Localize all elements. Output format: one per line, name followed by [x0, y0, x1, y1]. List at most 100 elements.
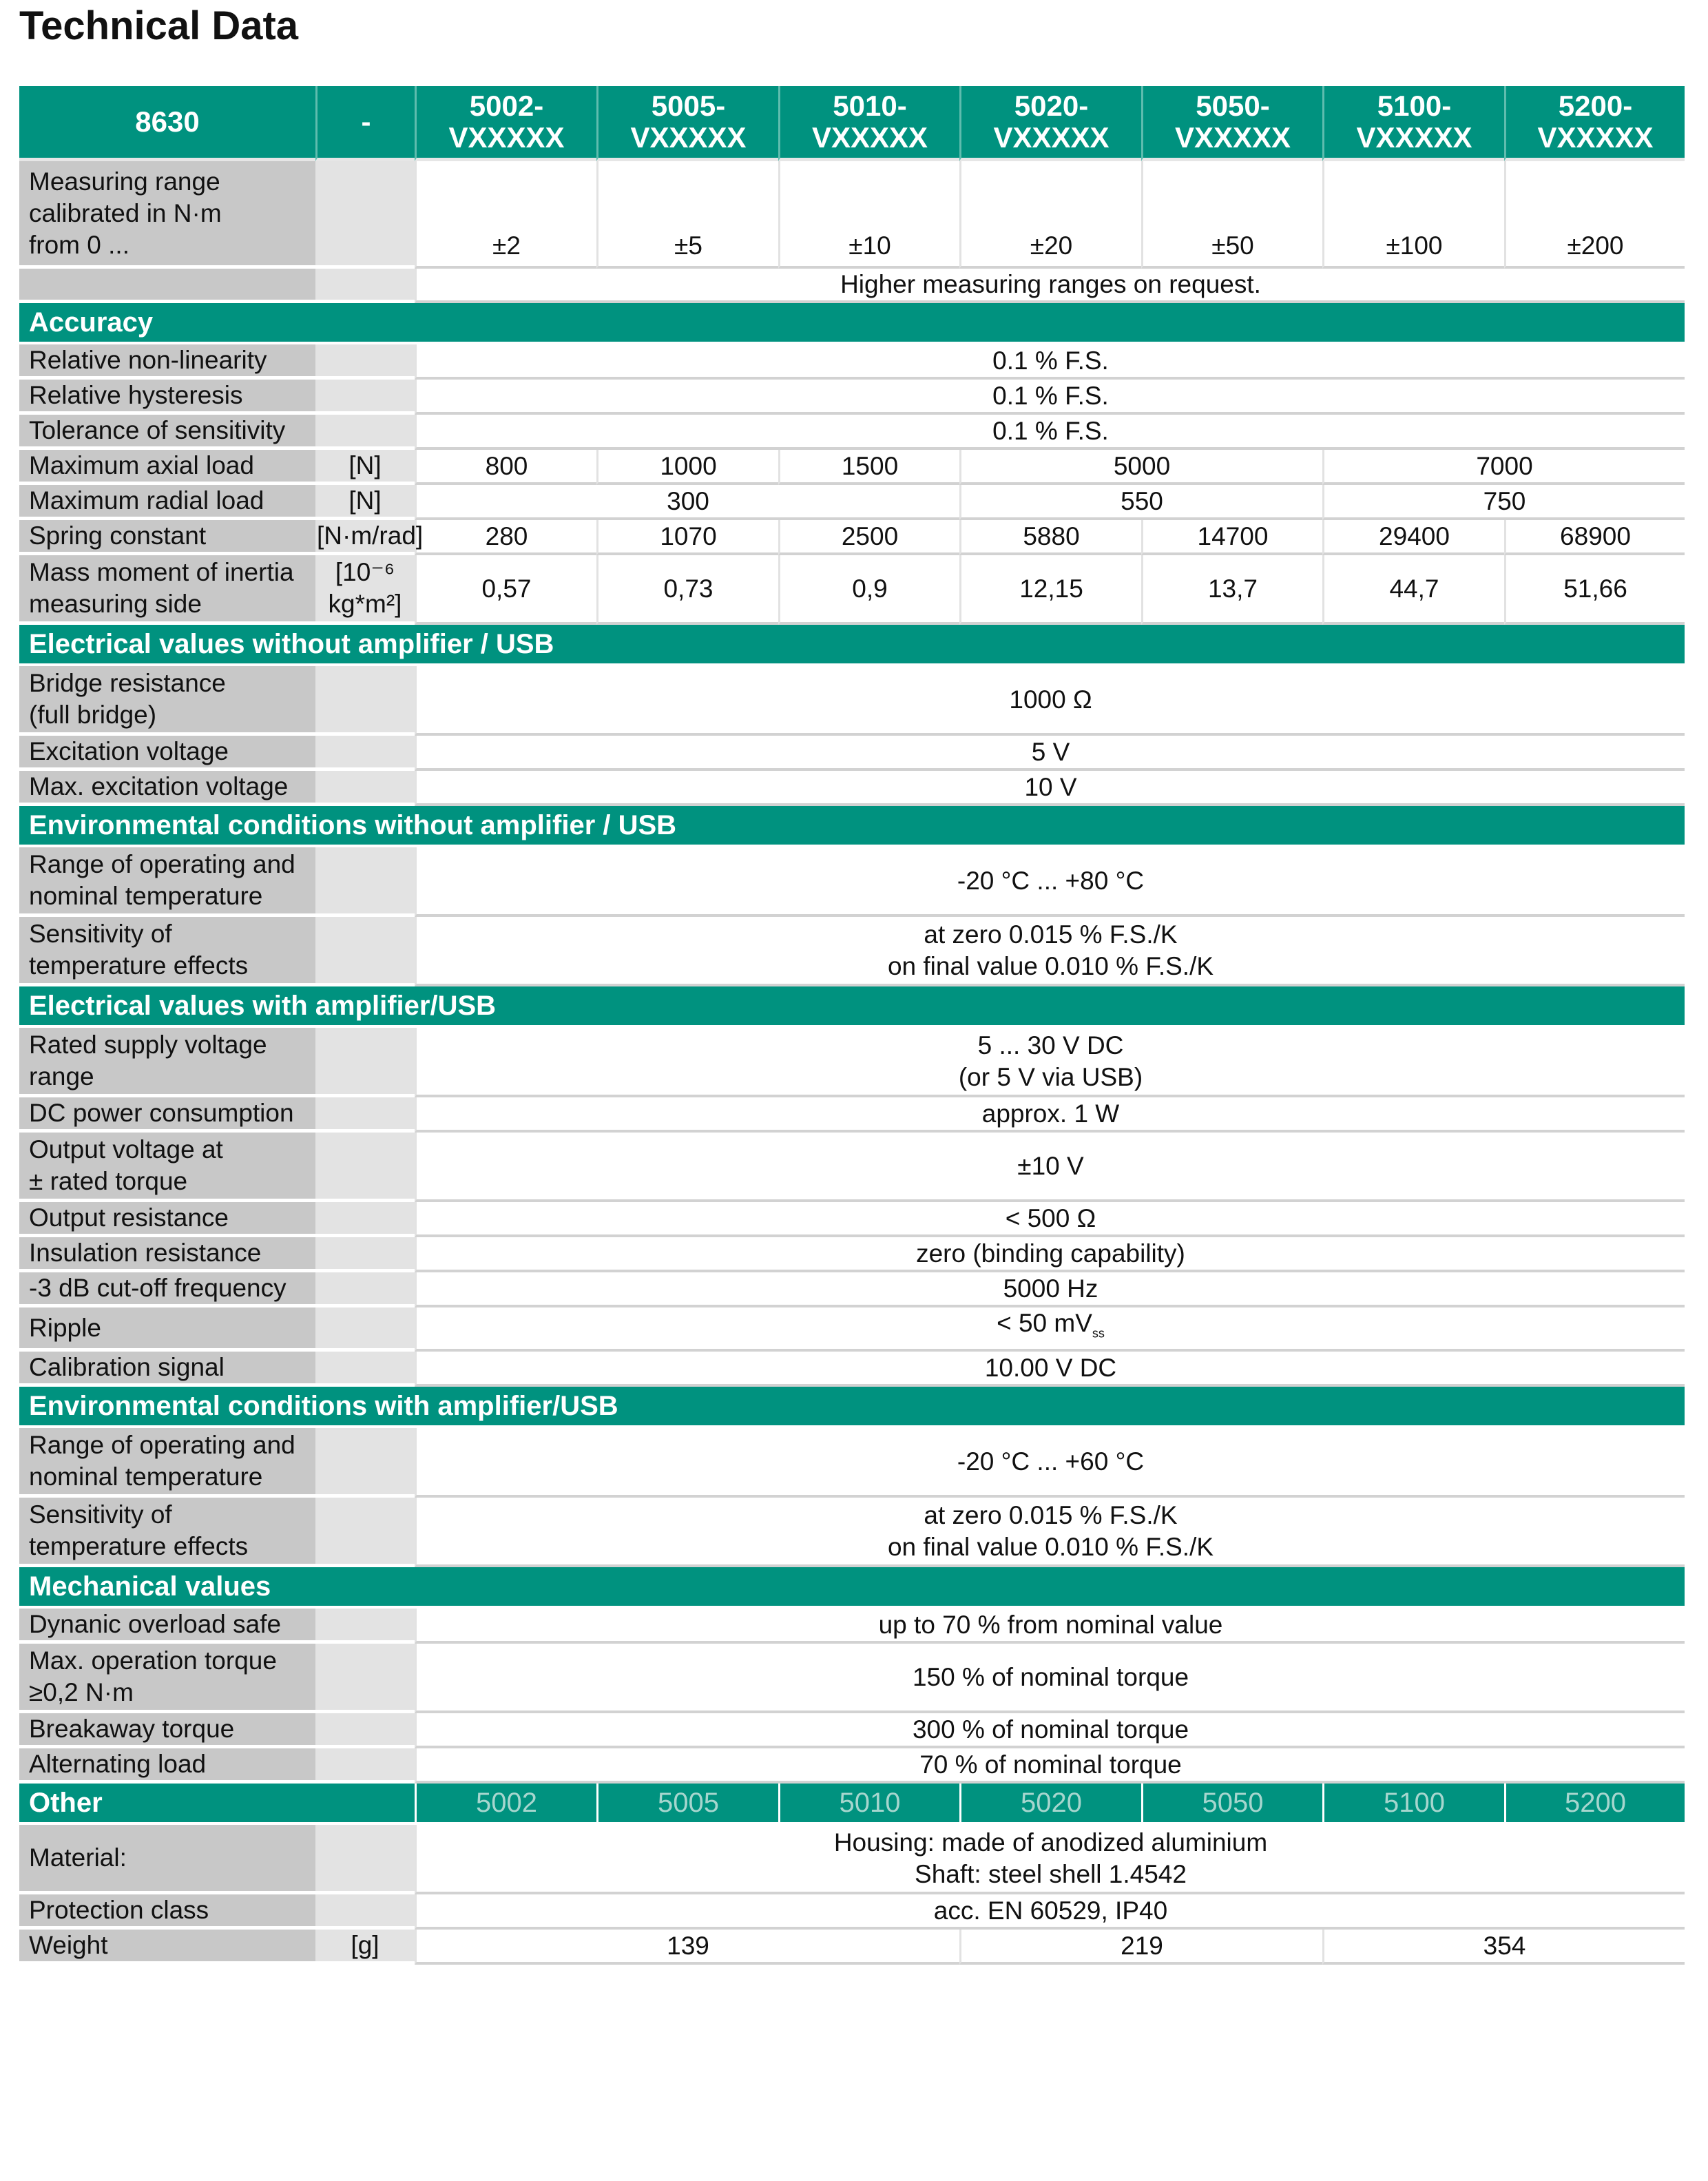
section-title: Environmental conditions with amplifier/… — [19, 1387, 1685, 1429]
row-label: Rated supply voltage range — [19, 1028, 315, 1097]
value-text: < 500 Ω — [1005, 1203, 1096, 1232]
value-cell: 5 ... 30 V DC (or 5 V via USB) — [415, 1028, 1685, 1097]
row-label: Output resistance — [19, 1202, 315, 1237]
row-unit — [315, 917, 415, 986]
value-cell: 5000 — [959, 450, 1322, 485]
value-cell: 5880 — [959, 520, 1141, 555]
value-text: 0.1 % F.S. — [992, 416, 1109, 445]
row-unit — [315, 1272, 415, 1307]
value-text: 800 — [485, 451, 528, 480]
value-cell: up to 70 % from nominal value — [415, 1609, 1685, 1644]
row-label: Alternating load — [19, 1748, 315, 1784]
section-title: Other — [19, 1784, 415, 1826]
row-unit — [315, 736, 415, 771]
table-row: Calibration signal 10.00 V DC — [19, 1352, 1685, 1387]
section-title: Electrical values without amplifier / US… — [19, 625, 1685, 666]
technical-data-table: 8630 - 5002- VXXXXX 5005- VXXXXX 5010- VXX… — [19, 86, 1685, 1965]
row-unit: [N] — [315, 485, 415, 520]
variant-header: 5200- VXXXXX — [1504, 86, 1685, 161]
table-row: Bridge resistance (full bridge) 1000 Ω — [19, 666, 1685, 736]
value-cell: 5000 Hz — [415, 1272, 1685, 1307]
row-label: Relative non-linearity — [19, 344, 315, 380]
value-cell: 10.00 V DC — [415, 1352, 1685, 1387]
section-header: Environmental conditions with amplifier/… — [19, 1387, 1685, 1429]
value-text: 5880 — [1023, 521, 1080, 550]
row-unit — [315, 1202, 415, 1237]
table-row: Excitation voltage 5 V — [19, 736, 1685, 771]
row-unit — [315, 1748, 415, 1784]
row-unit — [315, 380, 415, 415]
value-text: 300 % of nominal torque — [912, 1715, 1189, 1744]
value-text: 280 — [485, 521, 528, 550]
row-label: Max. operation torque ≥0,2 N·m — [19, 1644, 315, 1714]
value-text: 12,15 — [1019, 574, 1083, 603]
section-title: Electrical values with amplifier/USB — [19, 986, 1685, 1028]
value-text: ±200 — [1567, 231, 1624, 260]
row-label: Tolerance of sensitivity — [19, 415, 315, 450]
value-text: 10 V — [1024, 772, 1077, 801]
value-cell: 13,7 — [1141, 555, 1322, 625]
table-row: Rated supply voltage range 5 ... 30 V DC … — [19, 1028, 1685, 1097]
value-text: ±100 — [1386, 231, 1443, 260]
table-row: Range of operating and nominal temperatu… — [19, 847, 1685, 917]
table-row: Insulation resistance zero (binding capab… — [19, 1237, 1685, 1272]
value-cell: 280 — [415, 520, 596, 555]
value-cell: ±200 — [1504, 161, 1685, 269]
variant-header: 5100- VXXXXX — [1322, 86, 1504, 161]
row-unit — [315, 1609, 415, 1644]
row-label: Output voltage at ± rated torque — [19, 1133, 315, 1202]
value-cell: acc. EN 60529, IP40 — [415, 1894, 1685, 1930]
table-row: Relative hysteresis 0.1 % F.S. — [19, 380, 1685, 415]
row-unit — [315, 1428, 415, 1498]
row-label: Range of operating and nominal temperatu… — [19, 1428, 315, 1498]
row-label: Maximum axial load — [19, 450, 315, 485]
value-cell: 1000 — [596, 450, 778, 485]
value-text: 13,7 — [1207, 574, 1258, 603]
variant-number: 5100 — [1322, 1784, 1504, 1826]
row-label: Relative hysteresis — [19, 380, 315, 415]
value-text: 550 — [1121, 486, 1163, 515]
value-cell: < 50 mVss — [415, 1307, 1685, 1352]
row-label: Bridge resistance (full bridge) — [19, 666, 315, 736]
value-text: ±20 — [1030, 231, 1073, 260]
value-cell: < 500 Ω — [415, 1202, 1685, 1237]
value-cell: 150 % of nominal torque — [415, 1644, 1685, 1714]
row-unit — [315, 771, 415, 806]
value-cell: approx. 1 W — [415, 1097, 1685, 1133]
page-title: Technical Data — [19, 3, 299, 48]
value-cell: 0.1 % F.S. — [415, 380, 1685, 415]
row-label: Excitation voltage — [19, 736, 315, 771]
value-text: 0.1 % F.S. — [992, 381, 1109, 410]
value-text: 5 V — [1031, 737, 1070, 766]
variant-header: 5002- VXXXXX — [415, 86, 596, 161]
value-text: Housing: made of anodized aluminium Shaf… — [833, 1828, 1268, 1888]
section-header: Electrical values with amplifier/USB — [19, 986, 1685, 1028]
row-unit — [315, 1825, 415, 1895]
value-cell: 0.1 % F.S. — [415, 415, 1685, 450]
value-text: 68900 — [1560, 521, 1631, 550]
row-label: Insulation resistance — [19, 1237, 315, 1272]
table-row: Measuring range calibrated in N·m from 0… — [19, 161, 1685, 269]
row-label: DC power consumption — [19, 1097, 315, 1133]
row-unit — [315, 415, 415, 450]
value-cell: 44,7 — [1322, 555, 1504, 625]
value-cell: 70 % of nominal torque — [415, 1748, 1685, 1784]
variant-number: 5010 — [778, 1784, 959, 1826]
model-header: 8630 — [19, 86, 315, 161]
table-row: Range of operating and nominal temperatu… — [19, 1428, 1685, 1498]
value-text: 1070 — [660, 521, 717, 550]
table-row: Output voltage at ± rated torque ±10 V — [19, 1133, 1685, 1202]
value-cell: 0,9 — [778, 555, 959, 625]
table-row: Tolerance of sensitivity 0.1 % F.S. — [19, 415, 1685, 450]
row-label: Sensitivity of temperature effects — [19, 1498, 315, 1568]
value-cell: 1500 — [778, 450, 959, 485]
value-text: < 50 mV — [997, 1309, 1092, 1337]
table-row: Alternating load 70 % of nominal torque — [19, 1748, 1685, 1784]
value-text: 300 — [667, 486, 709, 515]
table-row: Protection class acc. EN 60529, IP40 — [19, 1894, 1685, 1930]
row-label: Breakaway torque — [19, 1713, 315, 1749]
table-row: Spring constant [N·m/rad] 280 1070 2500 5880 1… — [19, 520, 1685, 555]
row-label: Ripple — [19, 1307, 315, 1352]
value-cell: 219 — [959, 1930, 1322, 1965]
value-cell: ±50 — [1141, 161, 1322, 269]
